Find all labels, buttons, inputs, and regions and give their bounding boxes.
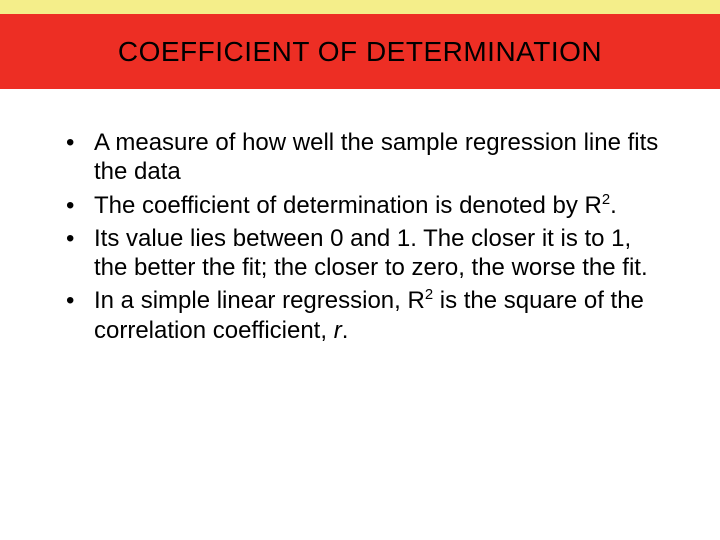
top-accent-bar: [0, 0, 720, 14]
bullet-item: Its value lies between 0 and 1. The clos…: [60, 224, 670, 283]
title-band: COEFFICIENT OF DETERMINATION: [0, 14, 720, 89]
bullet-item: The coefficient of determination is deno…: [60, 191, 670, 220]
bullet-item: In a simple linear regression, R2 is the…: [60, 286, 670, 345]
slide-title: COEFFICIENT OF DETERMINATION: [118, 36, 602, 68]
content-area: A measure of how well the sample regress…: [60, 128, 670, 349]
slide-container: COEFFICIENT OF DETERMINATION A measure o…: [0, 0, 720, 540]
bullet-item: A measure of how well the sample regress…: [60, 128, 670, 187]
bullet-list: A measure of how well the sample regress…: [60, 128, 670, 345]
